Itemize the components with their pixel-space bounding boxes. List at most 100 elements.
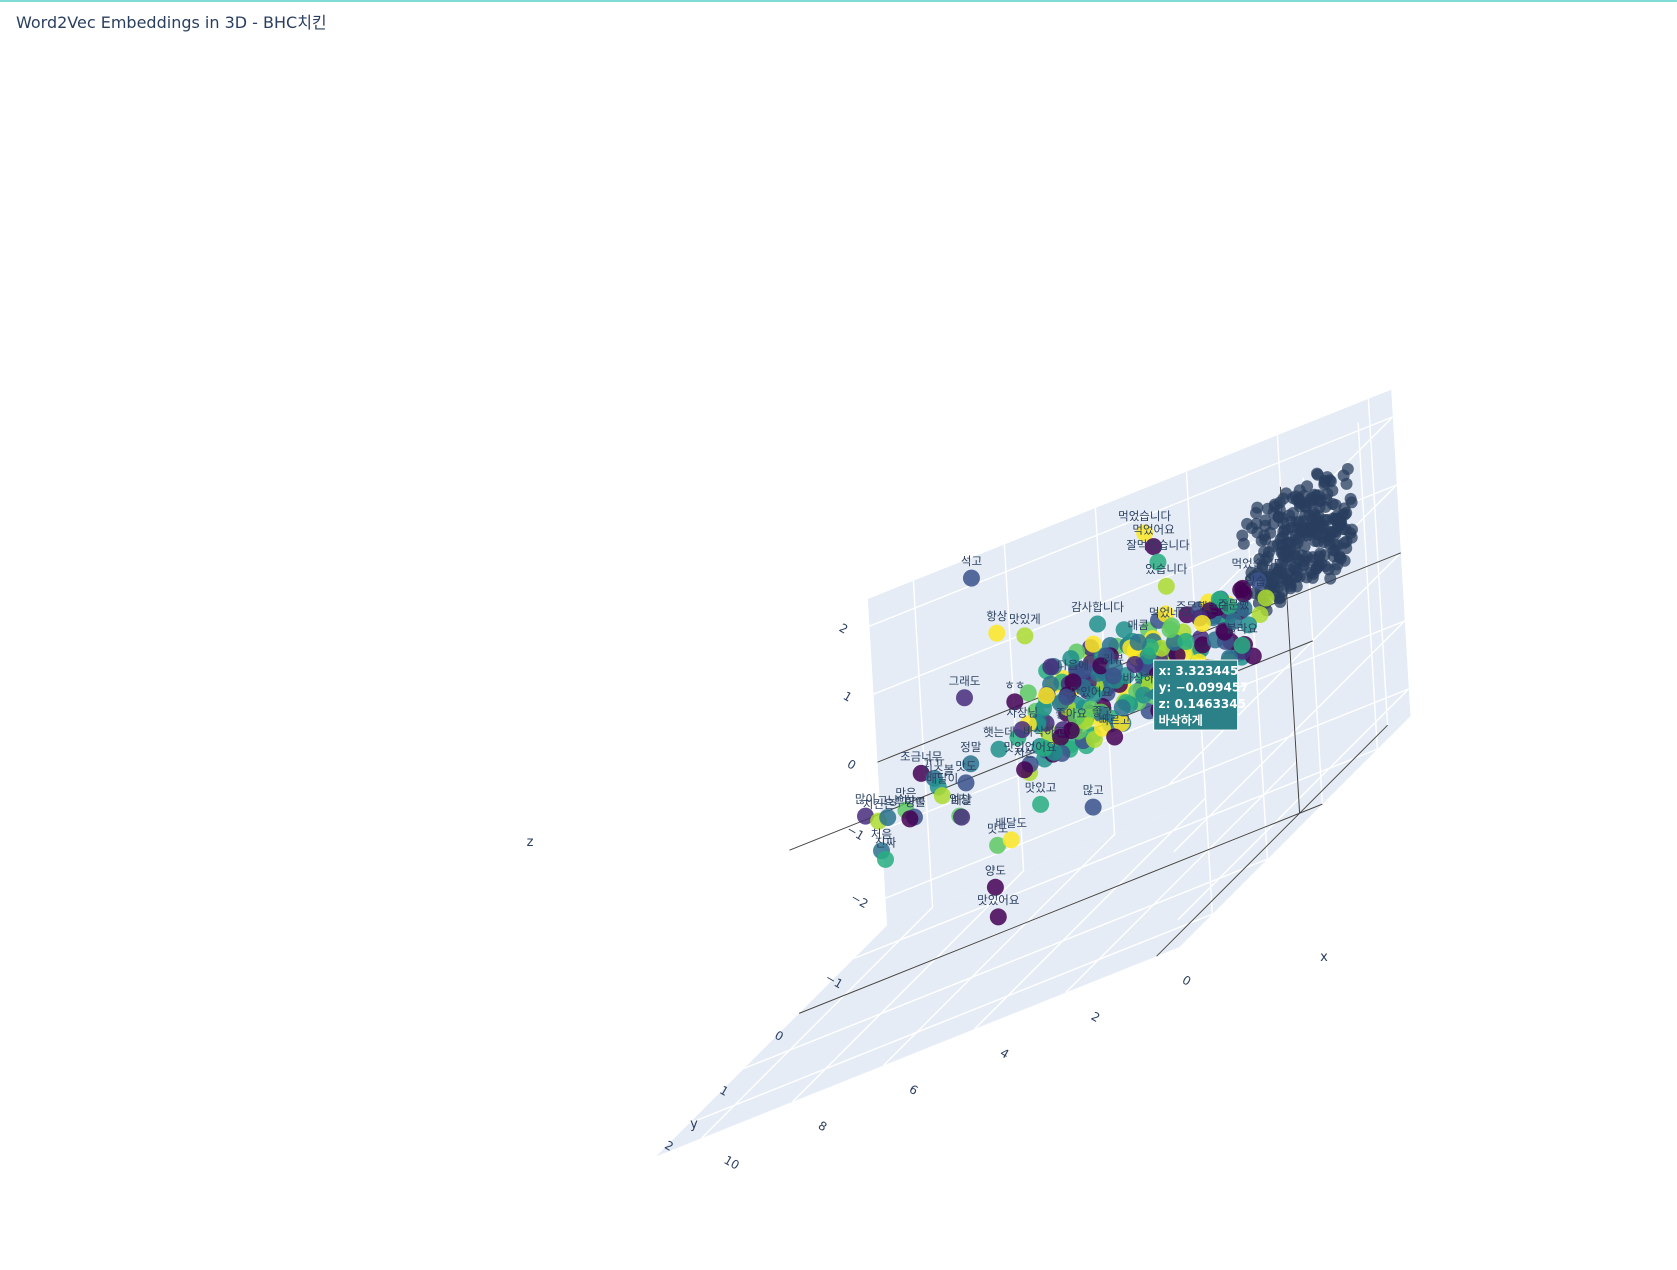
cluster-point [1235, 599, 1253, 617]
cluster-mark [1273, 503, 1286, 516]
cluster-mark [1293, 515, 1306, 528]
cluster-point [1035, 699, 1053, 717]
point-label: 맛있어요 [977, 893, 1019, 907]
point-label: 먹었어요 [1132, 523, 1174, 537]
x-tick-label: 6 [907, 1082, 921, 1098]
x-axis-title: x [1320, 950, 1328, 965]
z-tick-label: −2 [848, 890, 870, 911]
data-point [986, 878, 1004, 896]
cluster-mark [1318, 478, 1331, 491]
data-point [912, 764, 930, 782]
cluster-point [1062, 650, 1080, 668]
point-label: 배달 [951, 793, 973, 807]
point-label: 석고 [961, 554, 982, 568]
top-accent-line [0, 0, 1677, 2]
point-label: 주문했는데 [1176, 600, 1229, 614]
gridline [881, 620, 1406, 831]
z-tick-label: −1 [844, 822, 866, 843]
cluster-mark [1318, 549, 1331, 562]
tooltip-line: 바삭하게 [1159, 713, 1203, 728]
gridline [974, 797, 1207, 1030]
cluster-mark [1258, 545, 1271, 558]
cluster-mark [1340, 477, 1353, 490]
cluster-mark [1333, 551, 1346, 564]
point-label: 저는 [1014, 746, 1035, 760]
point-label: 맛도 [987, 821, 1008, 835]
point-label: 좋고 [1092, 704, 1113, 718]
cluster-point [1220, 597, 1238, 615]
hover-tooltip: x: 3.323445 y: −0.099457 z: 0.1463345 바삭하게 [1143, 659, 1249, 731]
point-label: 있습니다 [1245, 574, 1288, 588]
cluster-mark [1307, 508, 1320, 521]
cluster-point [1113, 699, 1131, 717]
cluster-mark [1344, 527, 1357, 540]
point-label: 좋아요 [1055, 707, 1087, 721]
x-tick-label: 8 [816, 1118, 830, 1134]
data-point [1149, 553, 1167, 571]
gridline [743, 858, 1268, 1070]
gridline [1065, 761, 1298, 994]
data-point [933, 787, 951, 805]
point-label: 뿌링클 [894, 795, 926, 809]
cluster-mark [1281, 567, 1294, 580]
cluster-point [1126, 655, 1144, 673]
point-label: 그래도 [949, 674, 981, 688]
point-label: 사장님 [1006, 706, 1038, 720]
cluster-mark [1297, 559, 1310, 572]
point-label: 맛있어요 [1070, 685, 1112, 699]
data-point [1161, 620, 1179, 638]
data-point [1233, 636, 1251, 654]
gridline [883, 833, 1116, 1066]
gridline [1169, 552, 1402, 785]
point-label: 감사합니다 [1071, 600, 1124, 614]
z-tick-label: 1 [841, 689, 855, 705]
cluster-mark [1344, 492, 1357, 505]
point-label: ㅎㅎ [1004, 678, 1025, 692]
cluster-point [1019, 684, 1037, 702]
point-label: 바삭하고 [1023, 724, 1065, 738]
data-points[interactable] [857, 524, 1275, 926]
cluster-mark [1259, 514, 1272, 527]
point-label: 맛있게 [1009, 612, 1041, 626]
data-point [1129, 633, 1147, 651]
z-tick-label: 0 [845, 757, 859, 773]
gridline [1177, 688, 1410, 921]
x-tick-label: 0 [1180, 973, 1194, 989]
cluster-mark [1336, 508, 1349, 521]
cluster-point [1084, 635, 1102, 653]
point-label: 배달이 [926, 772, 958, 786]
point-label: 그냥 [877, 794, 899, 808]
point-label: 먹었습니다 [1118, 509, 1171, 523]
cluster-point [1067, 708, 1085, 726]
cluster-point [1092, 657, 1110, 675]
cluster-mark [1341, 462, 1354, 475]
data-point [1094, 719, 1111, 737]
gridline [792, 870, 1025, 1103]
point-label: 먹었습니다 [1232, 557, 1285, 571]
point-label: 정말 [960, 740, 982, 754]
data-point [1104, 667, 1122, 685]
data-point [1013, 721, 1031, 739]
cluster-mark [1290, 580, 1303, 593]
data-point [1084, 798, 1102, 816]
cluster-mark [1329, 498, 1342, 511]
point-label: 배달도 [995, 816, 1027, 830]
cluster-point [1251, 606, 1269, 624]
cluster-mark [1264, 526, 1277, 539]
point-label: 치킨은 [863, 797, 895, 811]
cluster-mark [1251, 526, 1264, 539]
point-label: ㅠㅠ [924, 754, 945, 768]
data-point [989, 836, 1007, 854]
point-label: 엄청 [949, 792, 970, 806]
point-label: 맛있고 [1025, 780, 1057, 794]
cluster-mark [1276, 585, 1289, 598]
cluster-mark [1292, 531, 1305, 544]
cluster-point [1168, 646, 1186, 664]
cluster-point [1112, 714, 1130, 732]
cluster-point [1058, 688, 1076, 706]
z-tick-label: 2 [837, 621, 851, 637]
data-point [879, 809, 897, 827]
data-point [1249, 572, 1267, 590]
point-label: 진짜 [875, 835, 897, 849]
